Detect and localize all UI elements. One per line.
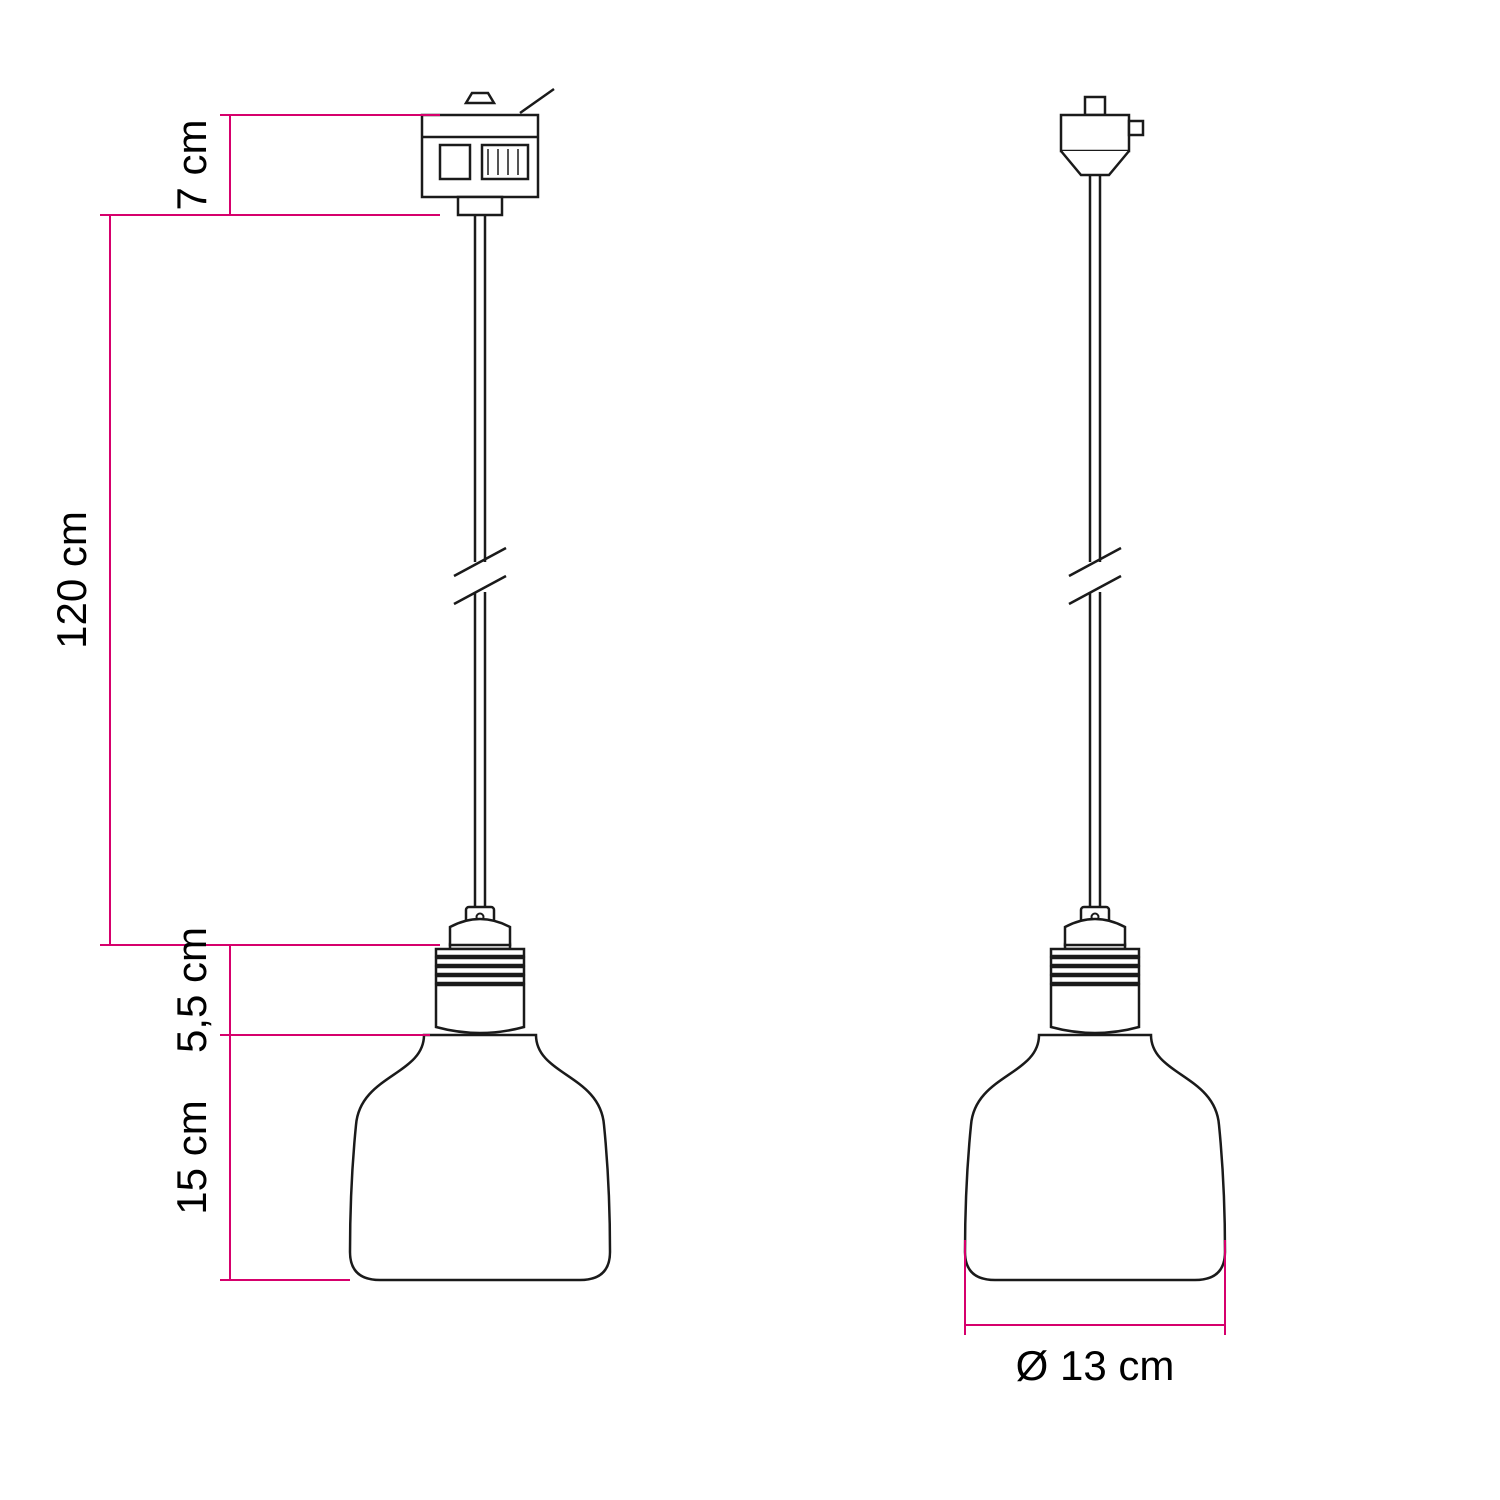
dim-label: 120 cm — [48, 511, 95, 649]
dim-label: 5,5 cm — [168, 927, 215, 1053]
dim-label: 15 cm — [168, 1100, 215, 1214]
dimension-drawing: 7 cm 120 cm 5,5 cm 15 cm Ø 13 cm — [0, 0, 1500, 1500]
dim-label: 7 cm — [168, 119, 215, 210]
dim-label-diameter: Ø 13 cm — [1016, 1342, 1175, 1389]
